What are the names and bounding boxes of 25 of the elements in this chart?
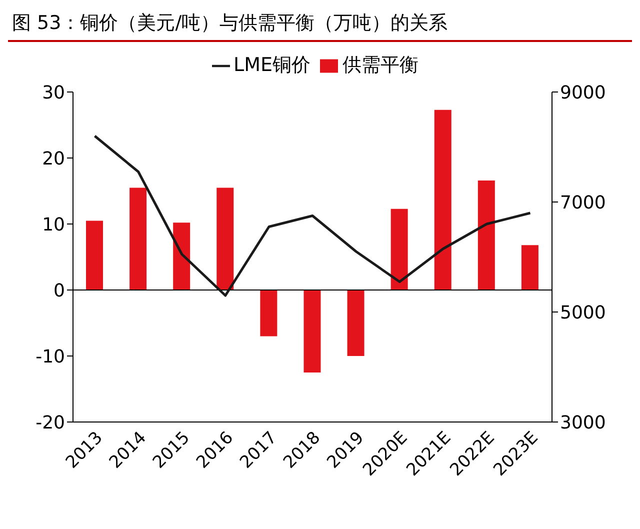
y-tick-label: -10 (36, 346, 65, 368)
bar (216, 188, 234, 290)
line-series (94, 134, 532, 297)
bar (521, 245, 538, 290)
bar (173, 222, 190, 290)
bar (390, 208, 408, 290)
y-tick-label: 20 (42, 148, 65, 170)
y-tick-label: 10 (42, 214, 65, 236)
legend-label: 供需平衡 (342, 54, 418, 76)
y-tick-label: 0 (54, 280, 65, 302)
y2-tick-label: 7000 (560, 192, 606, 214)
legend-label: LME铜价 (234, 54, 310, 76)
bar (347, 290, 364, 356)
bar (260, 290, 278, 336)
bar (478, 180, 495, 290)
y2-tick-label: 3000 (560, 412, 606, 434)
y2-tick-label: 9000 (560, 82, 606, 104)
bar (434, 110, 452, 290)
bar (130, 188, 147, 290)
y-tick-label: 30 (42, 82, 65, 104)
bar (304, 290, 321, 372)
y2-tick-label: 5000 (560, 302, 606, 324)
y-tick-label: -20 (36, 412, 65, 434)
chart-title: 图 53：铜价（美元/吨）与供需平衡（万吨）的关系 (8, 8, 632, 42)
bar (86, 220, 103, 290)
